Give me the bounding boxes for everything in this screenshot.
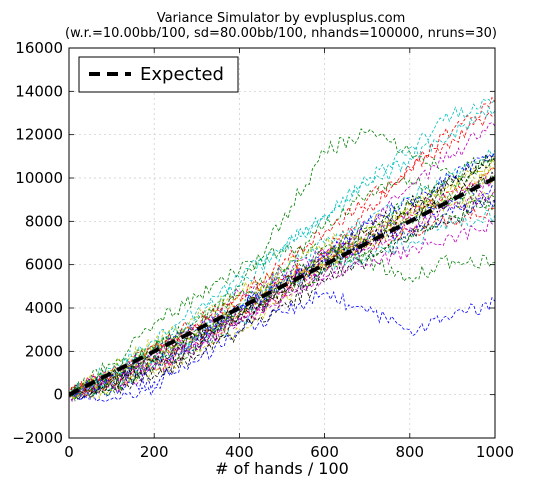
legend-box [78, 56, 239, 93]
x-tick-label-3: 600 [310, 443, 339, 461]
y-tick-label-0: −2000 [12, 429, 63, 447]
run-line-18 [69, 157, 495, 399]
x-tick-label-1: 200 [140, 443, 169, 461]
chart-title: Variance Simulator by evplusplus.com [157, 11, 406, 26]
legend: Expected [78, 56, 239, 93]
simulation-runs [69, 96, 495, 403]
run-line-6 [69, 96, 495, 396]
axis-ticks [68, 47, 496, 439]
y-tick-label-8: 14000 [15, 82, 63, 100]
run-line-13 [69, 219, 495, 403]
x-tick-label-4: 800 [395, 443, 424, 461]
y-tick-label-3: 4000 [25, 299, 63, 317]
y-tick-label-6: 10000 [15, 169, 63, 187]
x-axis-label: # of hands / 100 [215, 459, 349, 478]
x-tick-label-2: 400 [225, 443, 254, 461]
run-line-12 [69, 122, 495, 398]
run-line-30 [69, 156, 495, 396]
run-line-1 [69, 289, 495, 402]
expected-line [69, 176, 495, 397]
plot-frame [68, 47, 496, 439]
y-tick-label-9: 16000 [15, 39, 63, 57]
run-line-25 [69, 112, 495, 395]
y-tick-label-1: 0 [53, 386, 63, 404]
run-line-27 [69, 188, 495, 401]
x-tick-label-0: 0 [64, 443, 74, 461]
run-line-3 [69, 243, 495, 398]
run-line-19 [69, 153, 495, 396]
y-tick-label-4: 6000 [25, 256, 63, 274]
x-tick-labels: 0 200 400 600 800 1000 [64, 443, 514, 461]
run-line-4 [69, 128, 495, 398]
legend-expected-label: Expected [140, 64, 224, 85]
y-tick-labels: −2000 0 2000 4000 6000 8000 10000 12000 14000 160… [12, 39, 63, 447]
y-tick-label-7: 12000 [15, 126, 63, 144]
chart-subtitle: (w.r.=10.00bb/100, sd=80.00bb/100, nhand… [65, 26, 497, 41]
run-line-2 [69, 185, 495, 403]
run-line-26 [69, 105, 495, 401]
y-tick-label-2: 2000 [25, 342, 63, 360]
run-line-10 [69, 148, 495, 399]
x-tick-label-5: 1000 [476, 443, 514, 461]
run-line-5 [69, 176, 495, 398]
run-line-24 [69, 195, 495, 395]
run-line-29 [69, 171, 495, 399]
y-tick-label-5: 8000 [25, 212, 63, 230]
run-line-20 [69, 196, 495, 402]
expected-series [69, 176, 495, 397]
run-line-11 [69, 209, 495, 400]
run-line-28 [69, 173, 495, 399]
